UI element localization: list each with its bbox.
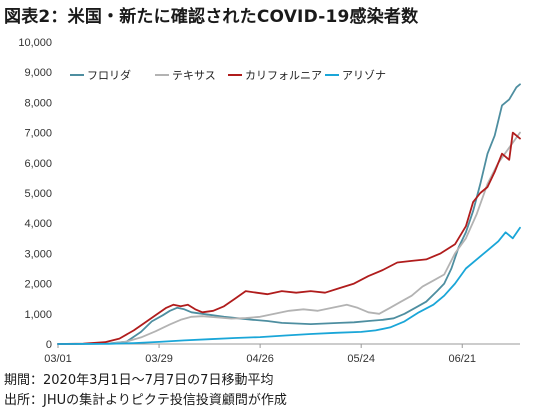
y-tick-label: 10,000 (18, 37, 52, 49)
x-tick-label: 06/21 (448, 353, 476, 365)
line-chart: 0 1,000 2,000 3,000 4,000 5,000 6,000 7,000 8,00… (18, 37, 521, 365)
note-source: 出所：JHUの集計よりピクテ投信投資顧問が作成 (4, 393, 287, 408)
series-lines (57, 83, 521, 345)
y-tick-label: 7,000 (24, 128, 52, 140)
note-period: 期間：2020年3月1日～7月7日の7日移動平均 (4, 373, 274, 388)
y-tick-label: 4,000 (24, 218, 52, 230)
legend: フロリダ テキサス カリフォルニア アリゾナ (70, 68, 386, 82)
y-tick-label: 2,000 (24, 279, 52, 291)
x-tick-label: 03/29 (145, 353, 173, 365)
y-tick-label: 3,000 (24, 248, 52, 260)
y-tick-label: 8,000 (24, 97, 52, 109)
x-axis: 03/01 03/29 04/26 05/24 06/21 (44, 343, 520, 365)
y-tick-label: 5,000 (24, 188, 52, 200)
x-tick-label: 05/24 (347, 353, 375, 365)
legend-label: フロリダ (87, 68, 131, 82)
y-tick-label: 6,000 (24, 158, 52, 170)
y-axis: 0 1,000 2,000 3,000 4,000 5,000 6,000 7,000 8,00… (18, 37, 52, 351)
y-tick-label: 9,000 (24, 67, 52, 79)
y-tick-label: 1,000 (24, 309, 52, 321)
x-tick-label: 03/01 (44, 353, 72, 365)
y-tick-label: 0 (46, 339, 52, 351)
legend-label: テキサス (172, 69, 216, 82)
figure-notes: 期間：2020年3月1日～7月7日の7日移動平均 出所：JHUの集計よりピクテ投… (4, 371, 287, 411)
series-line-4 (57, 226, 521, 345)
x-tick-label: 04/26 (246, 353, 274, 365)
legend-label: カリフォルニア (245, 69, 322, 82)
figure-title: 図表2：米国・新たに確認されたCOVID-19感染者数 (4, 7, 419, 27)
series-line-3 (57, 131, 521, 345)
series-line-1 (57, 83, 521, 345)
legend-label: アリゾナ (342, 69, 386, 82)
series-line-2 (57, 131, 521, 345)
